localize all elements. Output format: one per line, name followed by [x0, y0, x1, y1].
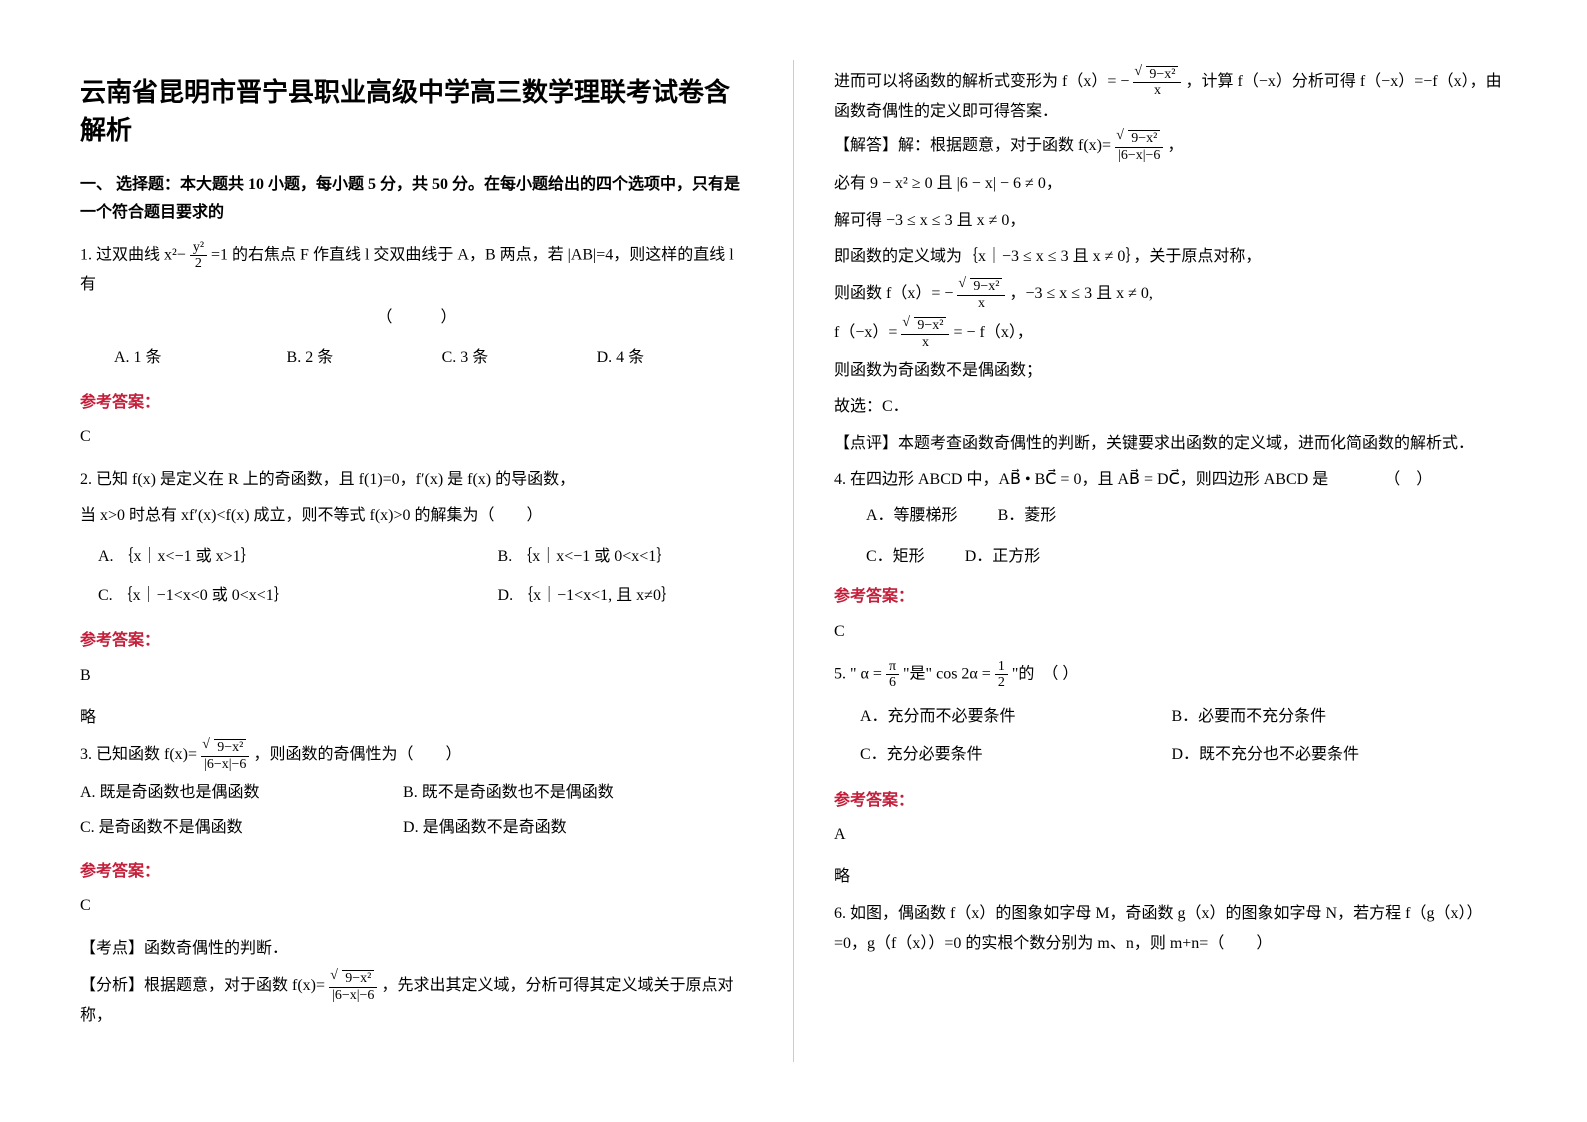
r-line6: 则函数 f（x）= − 9−x² x ，−3 ≤ x ≤ 3 且 x ≠ 0,: [834, 278, 1507, 311]
q3-ana: 【分析】根据题意，对于函数 f(x)= 9−x² |6−x|−6 ，先求出其定义…: [80, 970, 753, 1028]
r-line7: f（−x）= 9−x² x = − f（x），: [834, 317, 1507, 350]
q1-answer-head: 参考答案：: [80, 388, 753, 418]
q5: 5. " α = π 6 "是" cos 2α = 1 2 "的 （ ）: [834, 659, 1507, 691]
r-frac2: 9−x² |6−x|−6: [1115, 130, 1163, 163]
r-line1-a: 进而可以将函数的解析式变形为 f（x）= −: [834, 73, 1129, 90]
r-jieda-b: ，: [1167, 137, 1183, 154]
q3-frac2: 9−x² |6−x|−6: [329, 970, 377, 1003]
q5-answer-head: 参考答案：: [834, 786, 1507, 816]
q5-eq2-lhs: cos 2α =: [936, 666, 991, 683]
q3-ana-a: 【分析】根据题意，对于函数: [80, 977, 288, 994]
q5-opt-b: B．必要而不充分条件: [1172, 708, 1327, 725]
q1-opt-d: D. 4 条: [597, 343, 645, 373]
r-jieda: 【解答】解：根据题意，对于函数 f(x)= 9−x² |6−x|−6 ，: [834, 130, 1507, 163]
r-line10: 【点评】本题考查函数奇偶性的判断，关键要求出函数的定义域，进而化简函数的解析式．: [834, 429, 1507, 459]
q4-opt-d: D．正方形: [965, 542, 1041, 572]
q2-answer-head: 参考答案：: [80, 626, 753, 656]
q5-opt-c: C．充分必要条件: [860, 746, 983, 763]
q2-opt-a: A. ｛x｜x<−1 或 x>1｝: [98, 548, 257, 565]
section1-head: 一、 选择题：本大题共 10 小题，每小题 5 分，共 50 分。在每小题给出的…: [80, 171, 753, 225]
q3-opt-a: A. 既是奇函数也是偶函数: [80, 778, 403, 808]
q5-mid: "是": [903, 666, 932, 683]
r-frac3: 9−x² x: [957, 278, 1005, 311]
r-fx3: f(x)=: [1078, 137, 1111, 154]
q5-frac2: 1 2: [995, 659, 1008, 691]
q3-frac: 9−x² |6−x|−6: [201, 739, 249, 772]
r-line8: 则函数为奇函数不是偶函数；: [834, 356, 1507, 386]
r-line6-a: 则函数 f（x）= −: [834, 285, 953, 302]
q2-options: A. ｛x｜x<−1 或 x>1｝ B. ｛x｜x<−1 或 0<x<1｝ C.…: [80, 537, 753, 616]
q5-opt-a: A．充分而不必要条件: [860, 708, 1016, 725]
q2-lue: 略: [80, 703, 753, 733]
q6: 6. 如图，偶函数 f（x）的图象如字母 M，奇函数 g（x）的图象如字母 N，…: [834, 899, 1507, 960]
q4-options: A．等腰梯形 B．菱形: [834, 501, 1507, 531]
q5-opt-d: D．既不充分也不必要条件: [1172, 746, 1360, 763]
q1-frac: y² 2: [190, 240, 207, 272]
q1-blank: （ ）: [80, 303, 753, 333]
r-line5: 即函数的定义域为｛x｜−3 ≤ x ≤ 3 且 x ≠ 0｝，关于原点对称，: [834, 242, 1507, 272]
q3-fx2: f(x)=: [292, 977, 325, 994]
q5-options: A．充分而不必要条件 B．必要而不充分条件 C．充分必要条件 D．既不充分也不必…: [834, 697, 1507, 776]
q2-opt-b: B. ｛x｜x<−1 或 0<x<1｝: [498, 548, 673, 565]
r-line6-b: ，−3 ≤ x ≤ 3 且 x ≠ 0,: [1009, 285, 1152, 302]
r-line9: 故选：C．: [834, 392, 1507, 422]
q1-opt-b: B. 2 条: [287, 343, 334, 373]
q5-b: "的 （ ）: [1012, 666, 1079, 683]
q5-lue: 略: [834, 862, 1507, 892]
q4: 4. 在四边形 ABCD 中，AB⃗ • BC⃗ = 0，且 AB⃗ = DC⃗…: [834, 465, 1507, 495]
q2-opt-c: C. ｛x｜−1<x<0 或 0<x<1｝: [98, 587, 290, 604]
r-line7-b: = − f（x），: [953, 324, 1032, 341]
q3-opt-b: B. 既不是奇函数也不是偶函数: [403, 778, 726, 808]
r-frac1: 9−x² x: [1133, 66, 1181, 99]
q3-text-b: ，则函数的奇偶性为（ ）: [253, 746, 461, 763]
q2-line2: 当 x>0 时总有 xf′(x)<f(x) 成立，则不等式 f(x)>0 的解集…: [80, 501, 753, 531]
q5-frac1: π 6: [886, 659, 899, 691]
q2-line1: 2. 已知 f(x) 是定义在 R 上的奇函数，且 f(1)=0，f′(x) 是…: [80, 465, 753, 495]
q3: 3. 已知函数 f(x)= 9−x² |6−x|−6 ，则函数的奇偶性为（ ）: [80, 739, 753, 772]
q3-answer-head: 参考答案：: [80, 857, 753, 887]
r-line4: 解可得 −3 ≤ x ≤ 3 且 x ≠ 0，: [834, 206, 1507, 236]
r-line7-a: f（−x）=: [834, 324, 897, 341]
r-line3: 必有 9 − x² ≥ 0 且 |6 − x| − 6 ≠ 0，: [834, 169, 1507, 199]
r-frac4: 9−x² x: [901, 317, 949, 350]
q5-a: 5. ": [834, 666, 857, 683]
q4-options2: C．矩形 D．正方形: [834, 542, 1507, 572]
q2-answer: B: [80, 661, 753, 691]
q1-opt-a: A. 1 条: [114, 343, 162, 373]
r-line1: 进而可以将函数的解析式变形为 f（x）= − 9−x² x ，计算 f（−x）分…: [834, 66, 1507, 124]
q5-answer: A: [834, 820, 1507, 850]
q1-options: A. 1 条 B. 2 条 C. 3 条 D. 4 条: [80, 338, 753, 378]
q3-opt-d: D. 是偶函数不是奇函数: [403, 813, 726, 843]
q3-tag1: 【考点】函数奇偶性的判断．: [80, 934, 753, 964]
q1-text-a: 1. 过双曲线 x²−: [80, 246, 186, 263]
title: 云南省昆明市晋宁县职业高级中学高三数学理联考试卷含解析: [80, 74, 753, 149]
q4-opt-b: B．菱形: [998, 501, 1057, 531]
q3-fx: f(x)=: [164, 746, 197, 763]
q3-text-a: 3. 已知函数: [80, 746, 160, 763]
q4-answer-head: 参考答案：: [834, 582, 1507, 612]
q4-opt-c: C．矩形: [866, 542, 925, 572]
q3-opt-c: C. 是奇函数不是偶函数: [80, 813, 403, 843]
q1-opt-c: C. 3 条: [442, 343, 489, 373]
r-jieda-a: 【解答】解：根据题意，对于函数: [834, 137, 1074, 154]
q2-opt-d: D. ｛x｜−1<x<1, 且 x≠0｝: [498, 587, 677, 604]
q1-answer: C: [80, 422, 753, 452]
q4-answer: C: [834, 617, 1507, 647]
q4-opt-a: A．等腰梯形: [866, 501, 958, 531]
q3-options: A. 既是奇函数也是偶函数 B. 既不是奇函数也不是偶函数 C. 是奇函数不是偶…: [80, 778, 753, 847]
q3-answer: C: [80, 891, 753, 921]
q1: 1. 过双曲线 x²− y² 2 =1 的右焦点 F 作直线 l 交双曲线于 A…: [80, 240, 753, 297]
q5-eq1-lhs: α =: [861, 666, 882, 683]
